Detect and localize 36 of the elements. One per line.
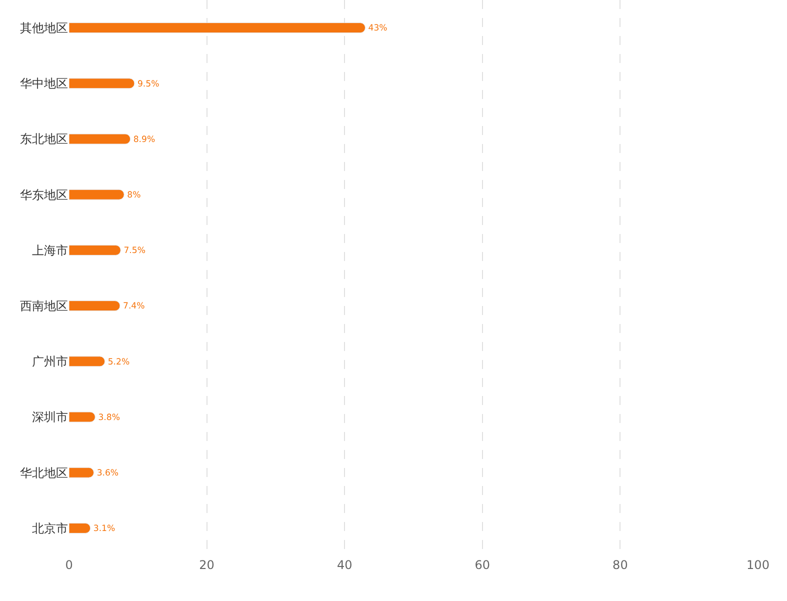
bar bbox=[69, 22, 366, 34]
y-tick-label: 华东地区 bbox=[20, 188, 68, 202]
y-tick-label: 深圳市 bbox=[32, 410, 68, 424]
x-tick-label: 40 bbox=[336, 558, 352, 572]
y-tick-label: 西南地区 bbox=[20, 299, 68, 313]
data-label: 43% bbox=[368, 24, 388, 34]
x-tick-label: 0 bbox=[65, 558, 73, 572]
bar bbox=[69, 78, 135, 89]
x-tick-label: 60 bbox=[474, 558, 490, 572]
bar bbox=[69, 300, 120, 312]
y-tick-label: 广州市 bbox=[32, 354, 68, 369]
y-tick-label: 东北地区 bbox=[20, 132, 68, 146]
y-tick-label: 华中地区 bbox=[20, 76, 68, 91]
y-tick-label: 华北地区 bbox=[20, 466, 68, 480]
data-label: 9.5% bbox=[137, 79, 160, 90]
y-tick-label: 北京市 bbox=[32, 521, 68, 536]
data-label: 8.9% bbox=[133, 134, 156, 145]
x-tick-label: 20 bbox=[199, 558, 214, 572]
bar bbox=[69, 412, 96, 422]
data-label: 8% bbox=[127, 190, 141, 200]
x-tick-label: 80 bbox=[612, 558, 628, 572]
data-label: 3.6% bbox=[96, 468, 119, 478]
data-label: 7.5% bbox=[124, 246, 146, 256]
bar bbox=[69, 522, 91, 534]
data-label: 5.2% bbox=[108, 357, 130, 368]
data-label: 3.1% bbox=[93, 524, 116, 534]
bar bbox=[69, 134, 131, 144]
bar bbox=[69, 356, 106, 367]
data-label: 7.4% bbox=[123, 302, 145, 312]
y-tick-label: 其他地区 bbox=[20, 21, 68, 35]
y-tick-label: 上海市 bbox=[32, 243, 68, 258]
bar bbox=[69, 189, 124, 200]
data-label: 3.8% bbox=[98, 412, 120, 423]
x-tick-label: 100 bbox=[746, 558, 770, 572]
bar bbox=[69, 467, 94, 478]
bar bbox=[69, 244, 121, 256]
